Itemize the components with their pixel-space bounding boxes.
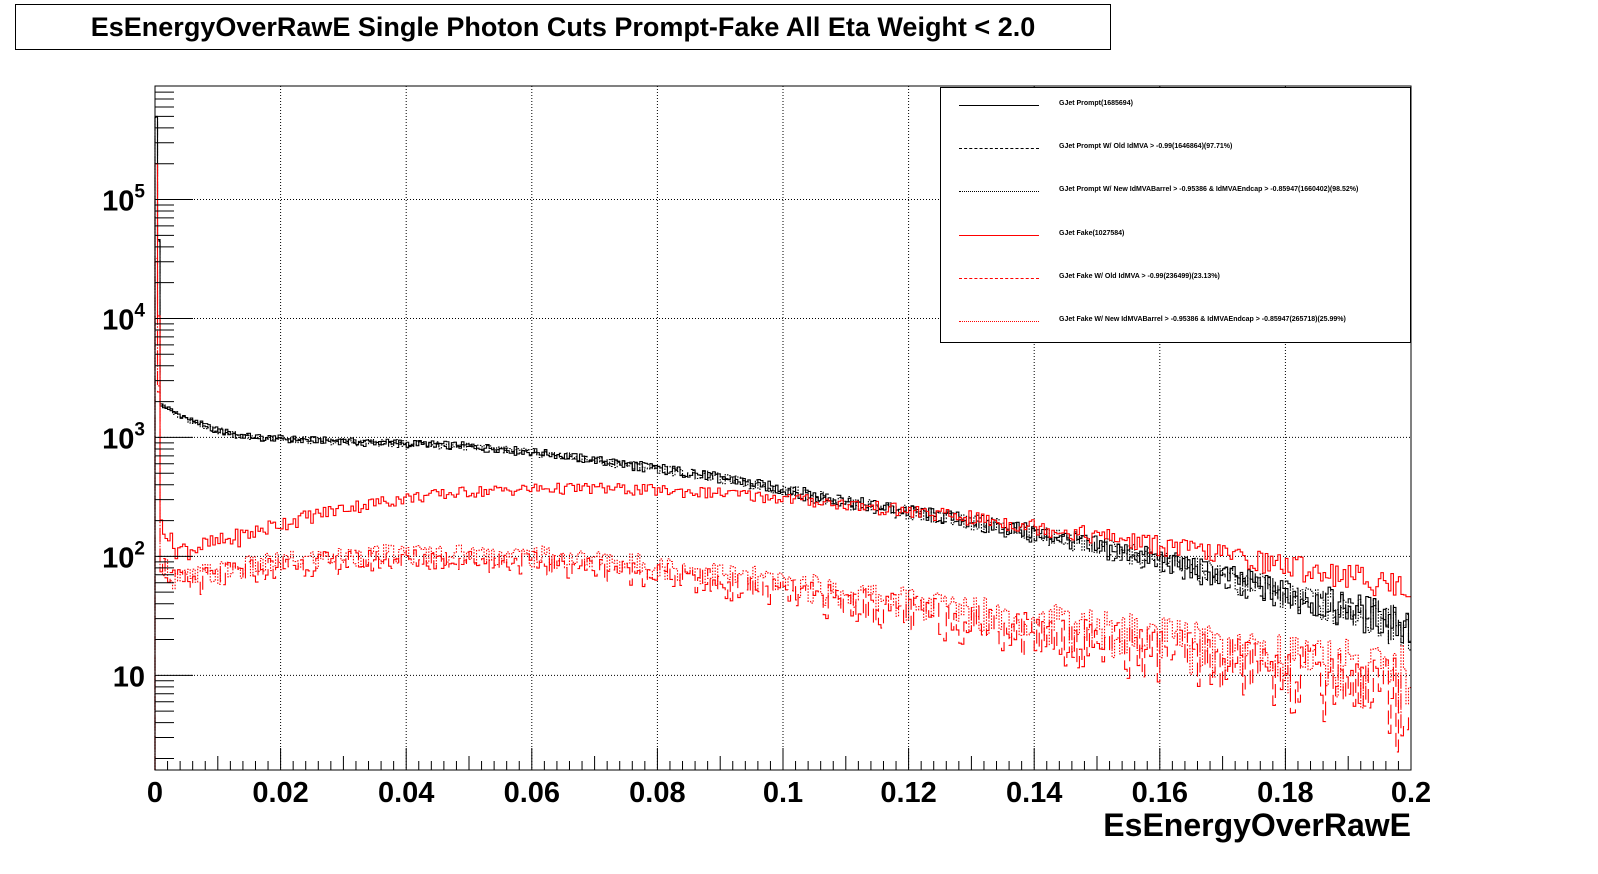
x-tick-label: 0.08 — [629, 777, 685, 809]
legend-label: GJet Prompt(1685694) — [1059, 100, 1133, 107]
y-tick-label: 104 — [102, 300, 145, 336]
y-tick-label: 105 — [102, 182, 145, 218]
series-line — [154, 116, 1411, 770]
series-line — [154, 257, 1411, 770]
legend-entry: GJet Fake W/ Old IdMVA > -0.99(236499)(2… — [941, 269, 1410, 289]
legend-swatch — [959, 191, 1039, 192]
x-axis-title: EsEnergyOverRawE — [1103, 807, 1411, 843]
legend-entry: GJet Prompt W/ Old IdMVA > -0.99(1646864… — [941, 139, 1410, 159]
legend-swatch — [959, 235, 1039, 236]
x-tick-label: 0.06 — [504, 777, 560, 809]
legend-entry: GJet Prompt W/ New IdMVABarrel > -0.9538… — [941, 182, 1410, 202]
chart-title: EsEnergyOverRawE Single Photon Cuts Prom… — [90, 11, 1036, 42]
legend-swatch — [959, 148, 1039, 149]
x-tick-label: 0.16 — [1132, 777, 1188, 809]
x-tick-label: 0.1 — [763, 777, 803, 809]
legend-label: GJet Fake W/ New IdMVABarrel > -0.95386 … — [1059, 316, 1346, 323]
legend-swatch — [959, 278, 1039, 279]
legend-label: GJet Fake W/ Old IdMVA > -0.99(236499)(2… — [1059, 273, 1220, 280]
legend-entry: GJet Fake W/ New IdMVABarrel > -0.95386 … — [941, 312, 1410, 332]
x-tick-label: 0.12 — [880, 777, 936, 809]
title-box: EsEnergyOverRawE Single Photon Cuts Prom… — [15, 4, 1111, 50]
legend-label: GJet Fake(1027584) — [1059, 230, 1125, 237]
x-tick-label: 0.02 — [252, 777, 308, 809]
x-tick-label: 0.14 — [1006, 777, 1062, 809]
x-tick-label: 0 — [147, 777, 163, 809]
legend-entry: GJet Prompt(1685694) — [941, 96, 1410, 116]
x-tick-label: 0.2 — [1391, 777, 1431, 809]
legend: GJet Prompt(1685694) GJet Prompt W/ Old I… — [940, 87, 1411, 343]
series-group — [154, 115, 1411, 770]
y-tick-label: 102 — [102, 538, 145, 574]
legend-entry: GJet Fake(1027584) — [941, 226, 1410, 246]
series-line — [154, 261, 1411, 770]
grid — [155, 86, 1411, 770]
legend-swatch — [959, 321, 1039, 322]
y-tick-label: 103 — [102, 419, 145, 455]
x-tick-label: 0.04 — [378, 777, 434, 809]
series-line — [154, 163, 1411, 770]
legend-swatch — [959, 105, 1039, 106]
axes: 0 0.02 0.04 0.06 0.08 0.1 0.12 0.14 0.16 0.18 0.2 1… — [102, 85, 1431, 809]
y-tick-label: 10 — [113, 661, 145, 693]
legend-label: GJet Prompt W/ New IdMVABarrel > -0.9538… — [1059, 186, 1359, 193]
legend-label: GJet Prompt W/ Old IdMVA > -0.99(1646864… — [1059, 143, 1233, 150]
series-line — [154, 116, 1411, 770]
x-tick-label: 0.18 — [1257, 777, 1313, 809]
